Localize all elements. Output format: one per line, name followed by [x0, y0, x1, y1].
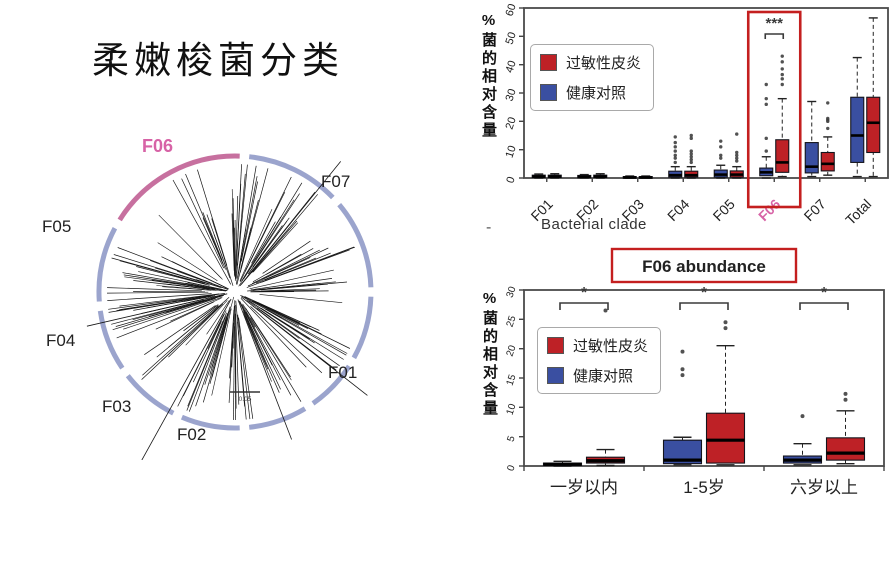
svg-text:一岁以内: 一岁以内 [550, 478, 618, 497]
svg-text:0.05: 0.05 [239, 396, 252, 403]
svg-text:40: 40 [504, 59, 519, 74]
svg-text:*: * [581, 284, 587, 301]
case-swatch [547, 337, 564, 354]
box [662, 439, 703, 465]
tree-label-f01: F01 [328, 363, 357, 382]
svg-text:六岁以上: 六岁以上 [790, 478, 858, 497]
svg-text:0: 0 [506, 463, 518, 472]
svg-text:1-5岁: 1-5岁 [683, 478, 725, 497]
svg-text:F06 abundance: F06 abundance [642, 257, 766, 276]
x-axis-label-top: Bacterial clade [541, 216, 647, 233]
box [850, 96, 865, 163]
stray-mark: - [486, 219, 492, 236]
box [705, 412, 746, 464]
legend-label-case: 过敏性皮炎 [573, 338, 649, 355]
svg-text:20: 20 [504, 116, 519, 131]
svg-text:25: 25 [505, 314, 519, 328]
svg-text:5: 5 [506, 434, 518, 443]
svg-text:30: 30 [504, 87, 519, 102]
svg-text:15: 15 [505, 373, 519, 387]
svg-text:60: 60 [504, 2, 519, 17]
box [820, 151, 835, 172]
box [804, 142, 819, 174]
box [825, 437, 866, 461]
legend-label-control: 健康对照 [573, 368, 634, 385]
svg-text:*: * [701, 284, 707, 301]
y-axis-label-top: %菌的相对含量 [480, 12, 497, 140]
svg-text:F05: F05 [709, 196, 738, 225]
phylogenetic-tree: 0.05 F06 F07 F05 F04 F03 F02 F01 [42, 136, 374, 460]
tree-label-f04: F04 [46, 331, 75, 350]
tree-label-f05: F05 [42, 217, 71, 236]
tree-label-f07: F07 [321, 172, 350, 191]
svg-text:10: 10 [504, 144, 519, 159]
tree-label-f02: F02 [177, 425, 206, 444]
svg-text:F06: F06 [755, 196, 784, 225]
page-title: 柔嫩梭菌分类 [92, 41, 344, 82]
svg-text:20: 20 [505, 344, 519, 358]
svg-text:0: 0 [504, 175, 517, 185]
clade-arcs [96, 153, 374, 431]
legend-label-case: 过敏性皮炎 [566, 55, 642, 72]
y-axis-label-bottom: %菌的相对含量 [481, 290, 498, 418]
legend-item-case: 过敏性皮炎 [547, 335, 648, 356]
control-swatch [540, 84, 557, 101]
svg-text:30: 30 [505, 285, 519, 299]
highlight-box [746, 10, 802, 209]
boxplot-f06-abundance: F06 abundance 0 5 10 15 20 25 30 一岁以内 1-5岁 六岁以上 * * * [505, 247, 885, 497]
svg-text:***: *** [765, 15, 783, 32]
legend-item-control: 健康对照 [547, 365, 648, 386]
box [866, 96, 881, 154]
chart-title: F06 abundance [610, 247, 798, 284]
svg-text:F07: F07 [800, 196, 829, 225]
case-swatch [540, 54, 557, 71]
box [775, 139, 790, 173]
legend-item-case: 过敏性皮炎 [540, 52, 641, 73]
svg-text:50: 50 [504, 31, 519, 46]
legend-top: 过敏性皮炎 健康对照 [530, 44, 655, 111]
tree-branches [86, 161, 368, 460]
control-swatch [547, 367, 564, 384]
svg-text:F04: F04 [664, 196, 693, 225]
legend-bottom: 过敏性皮炎 健康对照 [537, 327, 662, 394]
tree-label-f03: F03 [102, 397, 131, 416]
legend-item-control: 健康对照 [540, 82, 641, 103]
scale-bar: 0.05 [230, 391, 260, 403]
svg-text:*: * [821, 284, 827, 301]
svg-text:Total: Total [842, 196, 874, 228]
tree-label-f06: F06 [142, 136, 173, 156]
svg-text:10: 10 [505, 402, 519, 416]
legend-label-control: 健康对照 [566, 85, 627, 102]
